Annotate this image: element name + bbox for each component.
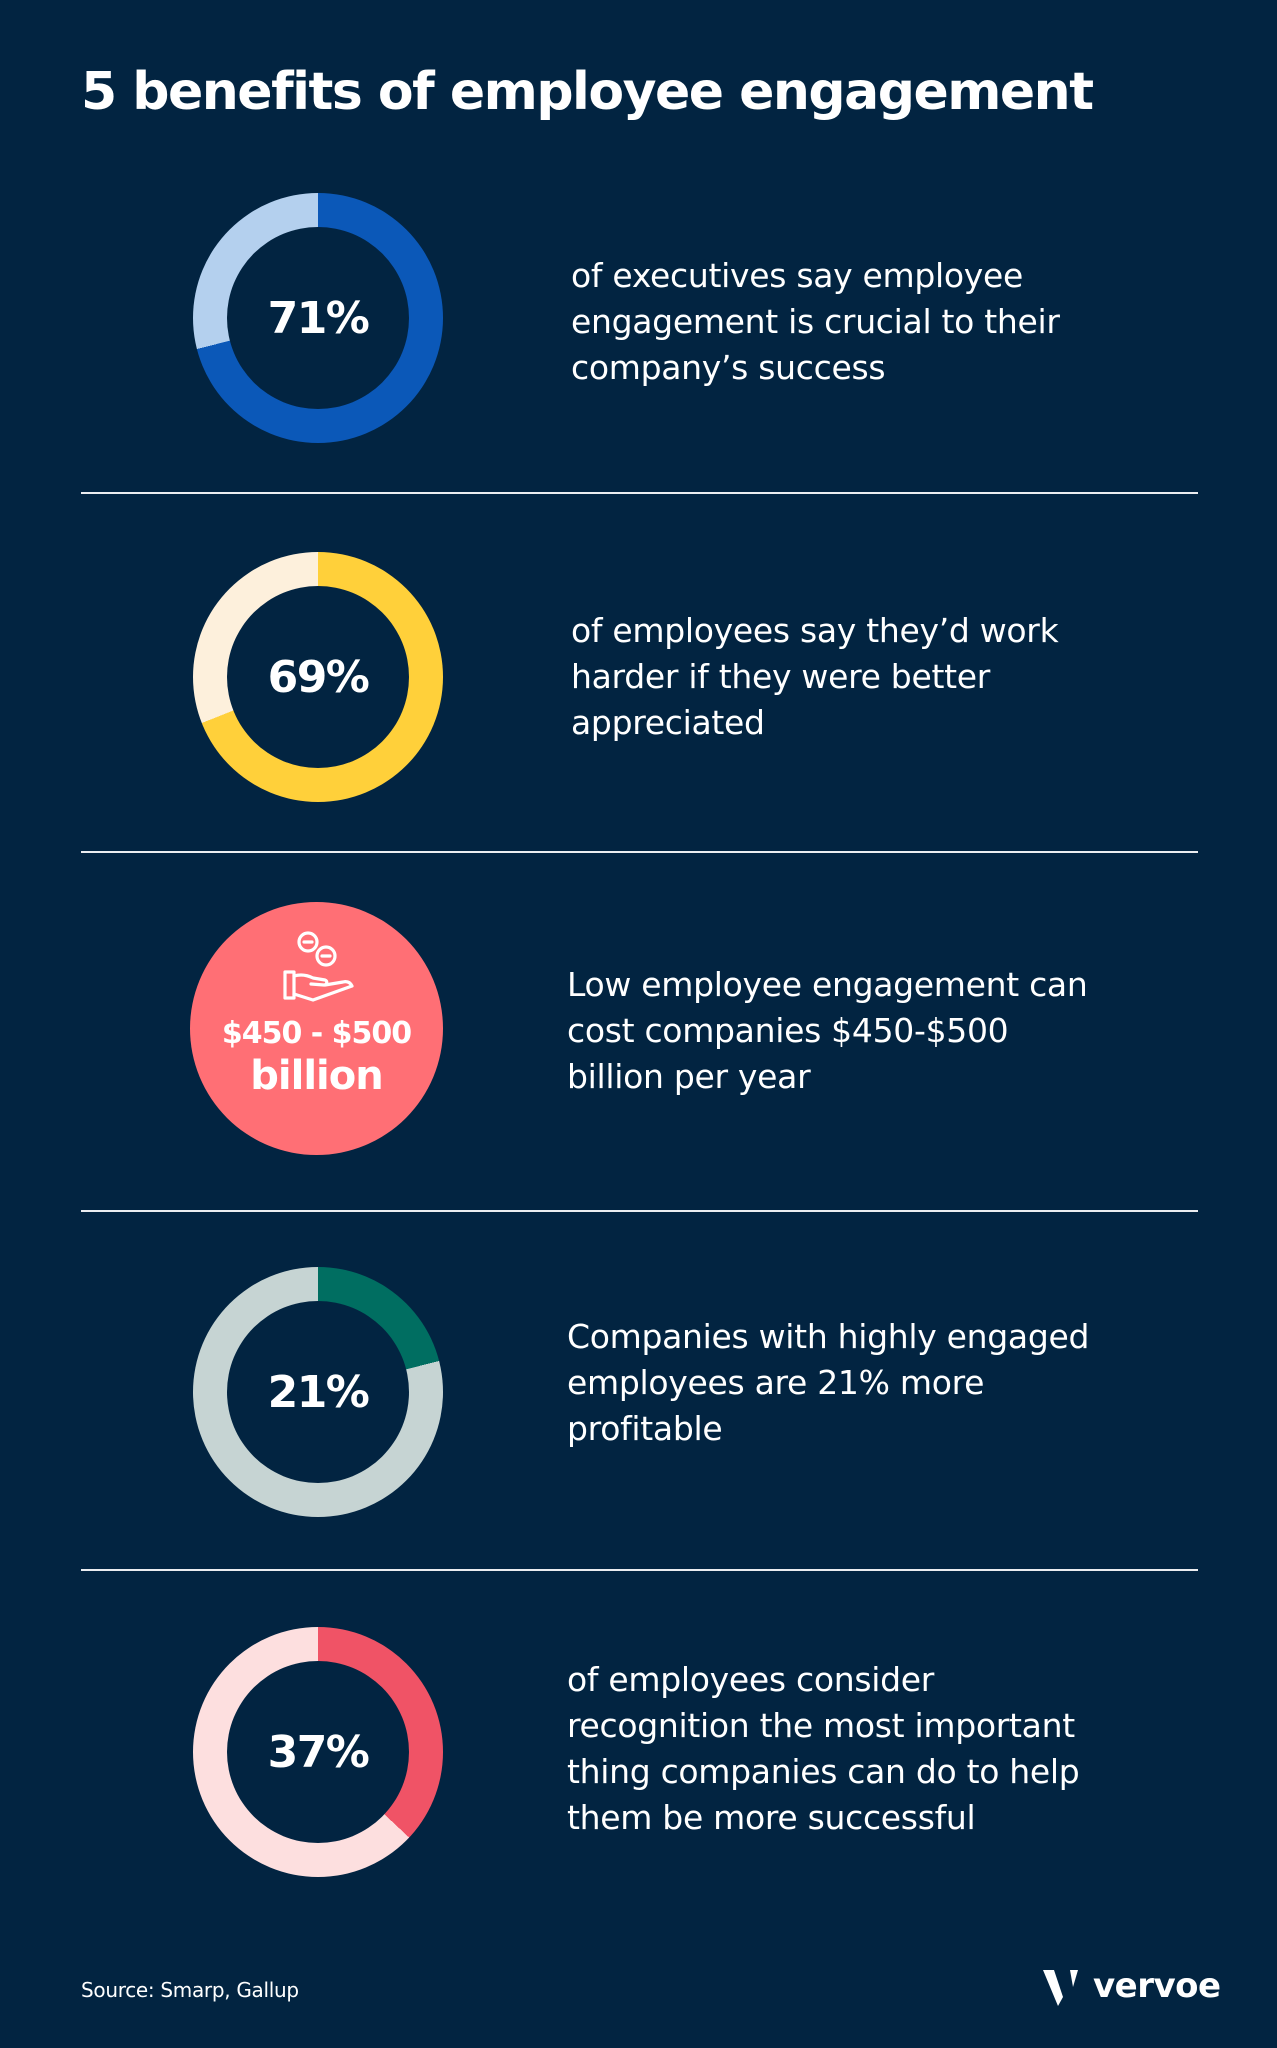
divider [81,1210,1198,1212]
donut-center: 71% [227,227,409,409]
divider [81,851,1198,853]
source-note: Source: Smarp, Gallup [81,1978,299,2002]
stat-value: 71% [267,292,370,344]
donut-chart-69: 69% [193,552,443,802]
divider [81,492,1198,494]
divider [81,1569,1198,1571]
stat-value: 21% [267,1366,370,1418]
stat-description: of employees say they’d work harder if t… [571,611,1059,742]
donut-center: 37% [227,1661,409,1843]
stat-description: of employees consider recognition the mo… [567,1660,1080,1837]
cost-circle: $450 - $500 billion [190,902,443,1155]
stat-value: 37% [267,1726,370,1778]
stat-description: Companies with highly engaged employees … [567,1317,1090,1448]
donut-center: 21% [227,1301,409,1483]
donut-chart-71: 71% [193,193,443,443]
stat-description: Low employee engagement can cost compani… [567,965,1088,1096]
hand-coins-icon [282,931,354,1002]
stat-row-4: 21% Companies with highly engaged employ… [0,1267,1277,1567]
stat-row-5: 37% of employees consider recognition th… [0,1627,1277,1927]
cost-unit: billion [250,1053,383,1099]
page-title: 5 benefits of employee engagement [81,62,1094,122]
vervoe-logo[interactable]: vervoe [1043,1966,1221,2006]
logo-text: vervoe [1093,1966,1221,2006]
stat-row-3: $450 - $500 billion Low employee engagem… [0,902,1277,1202]
stat-description: of executives say employee engagement is… [571,256,1060,387]
stat-row-1: 71% of executives say employee engagemen… [0,193,1277,493]
donut-chart-37: 37% [193,1627,443,1877]
stat-row-2: 69% of employees say they’d work harder … [0,552,1277,852]
vervoe-v-icon [1043,1970,1078,2006]
cost-range: $450 - $500 [221,1016,412,1051]
stat-value: 69% [267,651,370,703]
donut-chart-21: 21% [193,1267,443,1517]
donut-center: 69% [227,586,409,768]
